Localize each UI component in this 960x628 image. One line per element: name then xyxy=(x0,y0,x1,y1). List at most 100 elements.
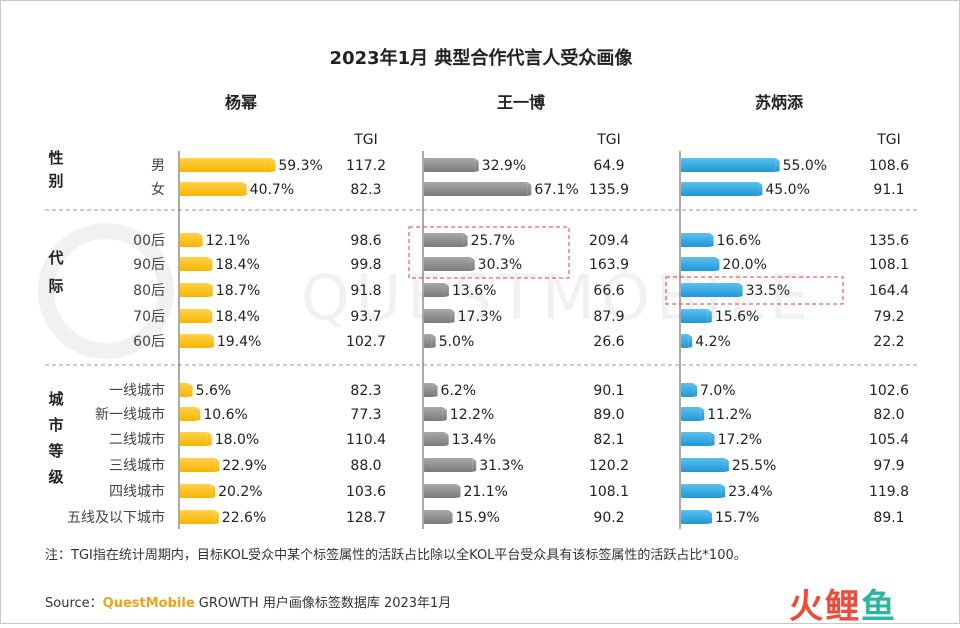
logo-char-1: 火 xyxy=(789,587,825,627)
group-label: 城 xyxy=(48,390,63,408)
tgi-value: 117.2 xyxy=(346,158,386,174)
data-label: 10.6% xyxy=(203,407,247,423)
tgi-value: 110.4 xyxy=(346,432,386,448)
bar xyxy=(424,158,475,172)
tgi-value: 108.1 xyxy=(869,257,909,273)
bar-end xyxy=(442,407,447,421)
category-label: 新一线城市 xyxy=(95,406,165,423)
group-label: 性 xyxy=(48,149,63,167)
chart-title: 2023年1月 典型合作代言人受众画像 xyxy=(330,47,634,69)
data-label: 15.6% xyxy=(715,309,759,325)
bar xyxy=(180,233,199,247)
bar xyxy=(424,309,451,323)
bar-end xyxy=(715,257,720,271)
tgi-value: 79.2 xyxy=(873,309,904,325)
data-label: 67.1% xyxy=(534,182,578,198)
bar-end xyxy=(456,484,461,498)
data-label: 15.9% xyxy=(455,510,499,526)
data-label: 22.6% xyxy=(222,510,266,526)
bar-end xyxy=(188,383,193,397)
bar-end xyxy=(208,257,213,271)
data-label: 5.6% xyxy=(196,383,232,399)
source-suffix: GROWTH 用户画像标签数据库 2023年1月 xyxy=(194,596,452,611)
bar-end xyxy=(724,458,729,472)
bar xyxy=(424,233,464,247)
tgi-header: TGI xyxy=(353,132,378,148)
group-label: 代 xyxy=(47,249,63,267)
bar-end xyxy=(198,233,203,247)
data-label: 5.0% xyxy=(439,334,475,350)
tgi-value: 22.2 xyxy=(873,334,904,350)
tgi-value: 102.7 xyxy=(346,334,386,350)
bar xyxy=(424,407,443,421)
category-label: 90后 xyxy=(133,257,165,273)
tgi-value: 82.3 xyxy=(350,383,381,399)
bar-end xyxy=(196,407,201,421)
category-label: 三线城市 xyxy=(109,457,165,474)
group-label: 际 xyxy=(48,277,63,295)
bar xyxy=(681,257,716,271)
tgi-value: 102.6 xyxy=(869,383,909,399)
bar-end xyxy=(708,510,713,524)
bar xyxy=(424,182,528,196)
corner-logo: 火鲤鱼 xyxy=(789,579,897,628)
group-label: 别 xyxy=(47,172,63,190)
group-label: 级 xyxy=(48,468,64,486)
tgi-value: 26.6 xyxy=(593,334,624,350)
data-label: 20.0% xyxy=(722,257,766,273)
tgi-value: 82.1 xyxy=(593,432,624,448)
bar xyxy=(424,432,445,446)
data-label: 18.7% xyxy=(216,283,260,299)
tgi-value: 91.8 xyxy=(350,283,381,299)
bar-end xyxy=(721,484,726,498)
tgi-value: 89.0 xyxy=(593,407,624,423)
category-label: 80后 xyxy=(133,283,165,299)
bar-end xyxy=(444,432,449,446)
bar-end xyxy=(738,283,743,297)
category-label: 二线城市 xyxy=(109,431,165,448)
bar xyxy=(180,407,197,421)
bar xyxy=(424,510,449,524)
series-name: 王一博 xyxy=(497,93,545,112)
bar xyxy=(681,309,708,323)
bar-end xyxy=(207,432,212,446)
bar xyxy=(180,309,209,323)
bar-end xyxy=(463,233,468,247)
source-brand: QuestMobile xyxy=(102,596,195,611)
bar xyxy=(424,458,473,472)
bar xyxy=(681,283,739,297)
data-label: 32.9% xyxy=(482,158,526,174)
tgi-value: 163.9 xyxy=(589,257,629,273)
bar-end xyxy=(450,309,455,323)
bar xyxy=(424,283,445,297)
data-label: 13.4% xyxy=(452,432,496,448)
watermark-text: QUESTMOBILE xyxy=(301,261,814,334)
data-label: 20.2% xyxy=(218,484,262,500)
bar xyxy=(681,334,689,348)
data-label: 12.1% xyxy=(206,233,250,249)
tgi-value: 103.6 xyxy=(346,484,386,500)
bar-end xyxy=(470,257,475,271)
bar-end xyxy=(700,407,705,421)
tgi-value: 209.4 xyxy=(589,233,629,249)
bar xyxy=(180,383,189,397)
data-label: 13.6% xyxy=(452,283,496,299)
bar xyxy=(681,182,759,196)
series-name: 苏炳添 xyxy=(755,93,804,112)
data-label: 19.4% xyxy=(217,334,261,350)
category-label: 女 xyxy=(151,181,165,198)
tgi-value: 135.6 xyxy=(869,233,909,249)
series-name: 杨幂 xyxy=(225,93,257,112)
bar-end xyxy=(215,458,220,472)
data-label: 25.5% xyxy=(732,458,776,474)
data-label: 17.2% xyxy=(718,432,762,448)
bar xyxy=(681,407,701,421)
bar xyxy=(180,484,212,498)
data-label: 16.6% xyxy=(717,233,761,249)
category-label: 70后 xyxy=(133,309,165,325)
category-label: 00后 xyxy=(133,233,165,249)
bar-end xyxy=(211,484,216,498)
data-label: 6.2% xyxy=(441,383,477,399)
tgi-value: 120.2 xyxy=(589,458,629,474)
